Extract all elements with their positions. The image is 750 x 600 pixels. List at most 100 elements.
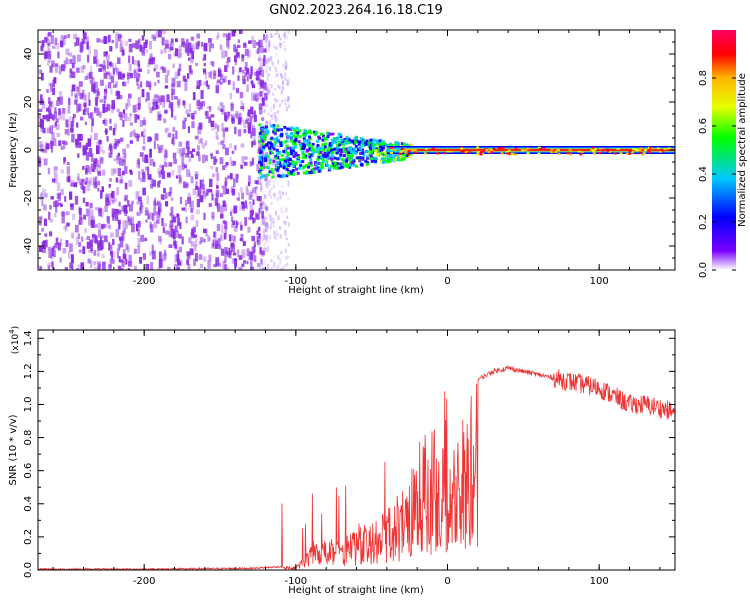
- spectrogram-noise-cell: [234, 259, 237, 264]
- spectrogram-noise-cell: [56, 118, 59, 124]
- spectrogram-noise-cell: [239, 238, 243, 242]
- spectrogram-carrier-cell: [550, 151, 554, 154]
- spectrogram-noise-cell: [266, 91, 269, 96]
- spectrogram-noise-cell: [226, 57, 231, 63]
- spectrogram-noise-cell: [170, 225, 173, 231]
- spectrogram-noise-cell: [171, 169, 175, 176]
- spectrogram-noise-cell: [97, 242, 101, 251]
- spectrogram-band-cell: [318, 167, 322, 171]
- spectrogram-noise-cell: [118, 157, 123, 166]
- spectrogram-noise-cell: [188, 57, 191, 61]
- spectrogram-noise-cell: [170, 102, 174, 112]
- spectrogram-noise-cell: [62, 112, 65, 121]
- spectrogram-carrier-cell: [650, 147, 654, 150]
- spectrogram-noise-cell: [199, 179, 202, 188]
- spectrogram-noise-cell: [86, 208, 90, 217]
- spectrogram-noise-cell: [43, 240, 47, 249]
- spectrogram-band-cell: [276, 156, 280, 160]
- spectrogram-noise-cell: [186, 255, 191, 260]
- spectrogram-noise-cell: [171, 91, 174, 101]
- spectrogram-noise-cell: [115, 32, 119, 41]
- spectrogram-noise-cell: [208, 237, 212, 241]
- spectrogram-noise-cell: [246, 260, 249, 265]
- spectrogram-band-cell: [380, 152, 384, 156]
- spectrogram-noise-cell: [225, 50, 228, 57]
- spectrogram-band-cell: [355, 136, 359, 140]
- spectrogram-carrier-cell: [580, 151, 584, 154]
- spectrogram-carrier-cell: [537, 146, 541, 149]
- spectrogram-band-cell: [283, 125, 287, 129]
- spectrogram-noise-cell: [258, 208, 261, 214]
- spectrogram-noise-cell: [208, 203, 212, 208]
- spectrogram-noise-cell: [67, 105, 71, 114]
- spectrogram-noise-cell: [76, 122, 79, 128]
- spectrogram-noise-cell: [190, 36, 195, 41]
- spectrogram-band-cell: [347, 163, 351, 167]
- spectrogram-noise-cell: [267, 84, 270, 89]
- spectrogram-noise-cell: [48, 112, 52, 119]
- spectrogram-band-cell: [264, 156, 267, 160]
- spectrogram-carrier-cell: [552, 149, 556, 152]
- spectrogram-band-cell: [276, 168, 280, 172]
- spectrogram-noise-cell: [240, 143, 245, 148]
- spectrogram-noise-cell: [80, 66, 84, 73]
- spectrogram-noise-cell: [176, 265, 179, 270]
- spectrogram-noise-cell: [210, 153, 213, 159]
- spectrogram-noise-cell: [121, 260, 125, 267]
- spectrogram-noise-cell: [273, 45, 276, 49]
- spectrogram-band-cell: [260, 156, 264, 160]
- spectrogram-noise-cell: [217, 124, 220, 132]
- spectrogram-noise-cell: [203, 238, 206, 243]
- spectrogram-noise-cell: [47, 167, 50, 175]
- spectrogram-carrier-cell: [616, 148, 620, 150]
- spectrogram-noise-cell: [270, 258, 272, 263]
- spectrogram-noise-cell: [249, 192, 253, 200]
- spectrogram-noise-cell: [94, 207, 99, 211]
- spectrogram-carrier-cell: [487, 151, 491, 154]
- spectrogram-noise-cell: [220, 248, 225, 256]
- spectrogram-noise-cell: [258, 86, 261, 91]
- spectrogram-noise-cell: [203, 63, 206, 67]
- spectrogram-carrier-cell: [507, 149, 511, 152]
- spectrogram-noise-cell: [208, 72, 212, 78]
- spectrogram-noise-cell: [193, 244, 197, 251]
- spectrogram-noise-cell: [185, 109, 189, 115]
- spectrogram-noise-cell: [266, 182, 269, 189]
- spectrogram-carrier-cell: [468, 151, 472, 154]
- spectrogram-noise-cell: [48, 249, 53, 259]
- spectrogram-band-cell: [341, 161, 345, 165]
- spectrogram-noise-cell: [184, 203, 187, 213]
- spectrogram-noise-cell: [88, 147, 93, 157]
- spectrogram-band-cell: [368, 145, 372, 149]
- spectrogram-band-cell: [297, 156, 301, 160]
- spectrogram-noise-cell: [267, 111, 270, 116]
- spectrogram-noise-cell: [274, 116, 277, 123]
- spectrogram-noise-cell: [65, 48, 70, 56]
- spectrogram-noise-cell: [133, 69, 136, 79]
- spectrogram-noise-cell: [210, 165, 213, 170]
- spectrogram-noise-cell: [79, 44, 83, 53]
- spectrogram-noise-cell: [239, 92, 244, 99]
- spectrogram-noise-cell: [84, 103, 87, 112]
- spectrogram-band-cell: [312, 170, 316, 174]
- spectrogram-noise-cell: [113, 158, 117, 162]
- spectrogram-noise-cell: [244, 72, 247, 77]
- spectrogram-band-cell: [372, 148, 376, 152]
- spectrogram-noise-cell: [255, 189, 258, 197]
- spectrogram-noise-cell: [83, 214, 86, 220]
- spectrogram-noise-cell: [81, 181, 84, 190]
- spectrogram-carrier-cell: [631, 151, 635, 154]
- spectrogram-carrier-cell: [566, 152, 570, 155]
- spectrogram-noise-cell: [287, 79, 290, 85]
- spectrogram-noise-cell: [127, 116, 132, 122]
- spectrogram-noise-cell: [122, 81, 125, 86]
- spectrogram-noise-cell: [280, 37, 282, 41]
- spectrogram-noise-cell: [284, 66, 287, 70]
- spectrogram-noise-cell: [246, 118, 250, 122]
- spectrogram-noise-cell: [51, 132, 55, 140]
- spectrogram-noise-cell: [161, 165, 164, 171]
- spectrogram-noise-cell: [258, 55, 261, 60]
- spectrogram-noise-cell: [164, 128, 167, 134]
- spectrogram-noise-cell: [132, 129, 136, 136]
- spectrogram-band-cell: [340, 165, 344, 169]
